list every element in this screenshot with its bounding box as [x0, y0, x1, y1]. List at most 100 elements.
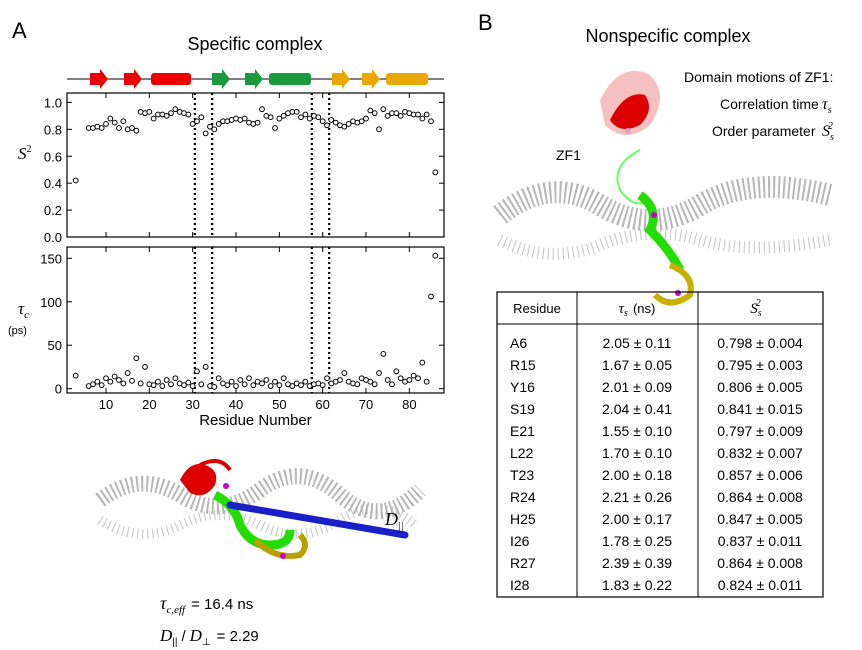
y-axis-unit: (ps) — [8, 325, 27, 337]
y-tick-label: 1.0 — [44, 95, 62, 110]
molecule-specific — [95, 459, 426, 559]
data-point — [267, 114, 274, 121]
data-point — [345, 121, 352, 127]
data-point — [107, 378, 114, 385]
table-header: τs (ns) — [619, 301, 656, 319]
unit: (ns) — [633, 301, 655, 316]
data-point — [432, 169, 439, 176]
data-point — [384, 377, 391, 383]
data-point — [315, 114, 322, 121]
x-tick-label: 70 — [359, 397, 373, 412]
data-point — [98, 125, 105, 131]
data-point — [155, 378, 161, 385]
data-point — [237, 377, 244, 383]
data-point — [272, 125, 278, 131]
data-point — [163, 112, 170, 119]
subscript: s — [830, 132, 834, 143]
data-point — [298, 382, 304, 389]
value: = 16.4 ns — [191, 596, 253, 613]
data-point — [185, 111, 192, 118]
subscript: s — [624, 308, 628, 319]
y-axis-label: τc — [18, 299, 29, 321]
annotation: Domain motions of ZF1: — [684, 69, 833, 85]
data-point — [194, 368, 200, 375]
data-point — [259, 106, 265, 113]
data-point — [198, 381, 205, 388]
symbol: τ — [619, 301, 625, 317]
data-point — [324, 375, 330, 382]
x-tick-label: 60 — [315, 397, 329, 412]
plot-frame — [66, 246, 445, 394]
table-cell: 1.55 ± 0.10 — [602, 423, 672, 439]
data-point — [189, 121, 196, 127]
y-tick-label: 0.6 — [44, 149, 62, 164]
data-point — [163, 377, 170, 383]
panel-letter: B — [478, 10, 493, 35]
slash: / — [181, 628, 186, 645]
y-tick-label: 100 — [40, 295, 62, 310]
data-point — [380, 106, 387, 113]
data-point — [419, 115, 426, 122]
data-point — [280, 112, 287, 119]
data-point — [380, 350, 387, 357]
table-cell: 0.864 ± 0.008 — [717, 555, 803, 571]
data-point — [142, 364, 148, 370]
table-cell: 0.857 ± 0.006 — [717, 467, 803, 483]
molecule-nonspecific — [493, 70, 833, 306]
annotation: Order parameter — [712, 123, 816, 139]
data-point — [319, 382, 326, 389]
data-point — [432, 252, 439, 259]
value: = 2.29 — [217, 628, 259, 645]
data-point — [172, 375, 179, 382]
annotation: D|| / D⊥ = 2.29 — [159, 626, 259, 648]
data-point — [328, 117, 335, 123]
data-point — [367, 378, 374, 385]
data-point — [159, 383, 166, 389]
data-point — [376, 126, 382, 133]
data-point — [263, 377, 270, 383]
superscript: 2 — [828, 121, 833, 132]
data-point — [124, 370, 131, 376]
symbol: D — [159, 626, 173, 645]
symbol: τ — [18, 299, 25, 318]
table-cell: I26 — [510, 533, 530, 549]
axis-label: D|| — [384, 509, 404, 532]
x-tick-label: 30 — [185, 397, 199, 412]
table-cell: S19 — [510, 401, 535, 417]
data-point — [189, 383, 196, 389]
table-cell: T23 — [510, 467, 534, 483]
table-cell: 0.806 ± 0.005 — [717, 379, 803, 395]
data-point — [90, 381, 96, 388]
data-point — [341, 123, 348, 130]
table-cell: 1.78 ± 0.25 — [602, 533, 672, 549]
panel-letter: A — [12, 18, 27, 43]
data-point — [358, 118, 365, 125]
data-point — [289, 383, 296, 389]
data-point — [150, 115, 157, 122]
data-point — [302, 111, 309, 118]
x-tick-label: 20 — [142, 397, 156, 412]
table-cell: 2.39 ± 0.39 — [602, 555, 672, 571]
data-point — [272, 378, 278, 385]
data-point — [111, 373, 118, 380]
data-point — [120, 380, 127, 387]
table-cell: 1.67 ± 0.05 — [602, 357, 672, 373]
data-point — [241, 115, 248, 122]
data-point — [406, 377, 413, 383]
subscript: c — [24, 309, 29, 321]
table-cell: 0.824 ± 0.011 — [718, 577, 803, 593]
data-point — [181, 382, 187, 389]
data-point — [129, 377, 135, 384]
data-point — [241, 381, 248, 388]
x-tick-label: 10 — [99, 397, 113, 412]
data-point — [324, 122, 330, 129]
table-cell: 0.832 ± 0.007 — [717, 445, 803, 461]
data-point — [94, 378, 101, 385]
data-point — [202, 364, 209, 370]
subscript: s — [828, 105, 832, 116]
data-point — [423, 378, 430, 385]
y-tick-label: 0.4 — [44, 176, 62, 191]
y-tick-label: 150 — [40, 251, 62, 266]
annotation: τs — [822, 96, 832, 116]
